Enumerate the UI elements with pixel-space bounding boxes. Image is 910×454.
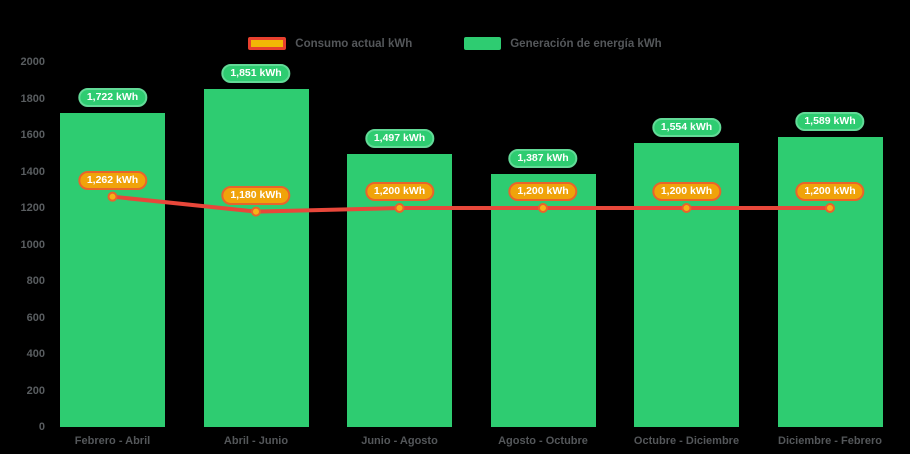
legend-item-generacion[interactable]: Generación de energía kWh <box>464 37 662 50</box>
x-axis-label: Junio - Agosto <box>361 435 438 447</box>
y-axis: 0 200 400 600 800 1000 1200 1400 1600 1800 2000 <box>0 0 46 454</box>
generacion-bar-swatch-icon <box>464 37 502 50</box>
y-tick-label: 200 <box>26 384 45 397</box>
y-tick-label: 0 <box>38 421 45 433</box>
legend-item-consumo[interactable]: Consumo actual kWh <box>248 37 412 50</box>
y-tick-label: 800 <box>26 275 45 287</box>
y-tick-label: 600 <box>26 311 45 324</box>
bar-generacion[interactable] <box>490 173 596 427</box>
x-axis-label: Abril - Junio <box>223 435 289 447</box>
y-tick-label: 1800 <box>20 92 45 105</box>
legend: Consumo actual kWh Generación de energía… <box>0 37 910 50</box>
line-point[interactable] <box>538 203 548 213</box>
line-point[interactable] <box>107 191 118 202</box>
consumo-line-swatch-icon <box>248 37 287 50</box>
legend-label-generacion: Generación de energía kWh <box>510 37 662 50</box>
bar-generacion[interactable] <box>777 137 883 427</box>
x-axis-label: Febrero - Abril <box>74 435 151 447</box>
y-tick-label: 2000 <box>20 56 45 68</box>
line-point[interactable] <box>394 203 405 213</box>
x-axis-label: Diciembre - Febrero <box>778 435 882 447</box>
y-tick-label: 400 <box>26 348 45 360</box>
y-tick-label: 1200 <box>20 202 45 214</box>
line-point[interactable] <box>251 206 261 217</box>
bar-generacion[interactable] <box>347 153 452 427</box>
x-axis-label: Octubre - Diciembre <box>633 435 740 447</box>
bar-generacion[interactable] <box>634 143 739 427</box>
y-tick-label: 1400 <box>20 165 45 178</box>
line-point[interactable] <box>825 203 835 213</box>
bar-generacion[interactable] <box>60 112 165 427</box>
y-tick-label: 1000 <box>20 238 45 251</box>
y-tick-label: 1600 <box>20 129 45 141</box>
line-point[interactable] <box>681 203 692 213</box>
x-axis-label: Agosto - Octubre <box>498 435 588 447</box>
legend-label-consumo: Consumo actual kWh <box>295 37 413 50</box>
bar-generacion[interactable] <box>203 89 309 427</box>
